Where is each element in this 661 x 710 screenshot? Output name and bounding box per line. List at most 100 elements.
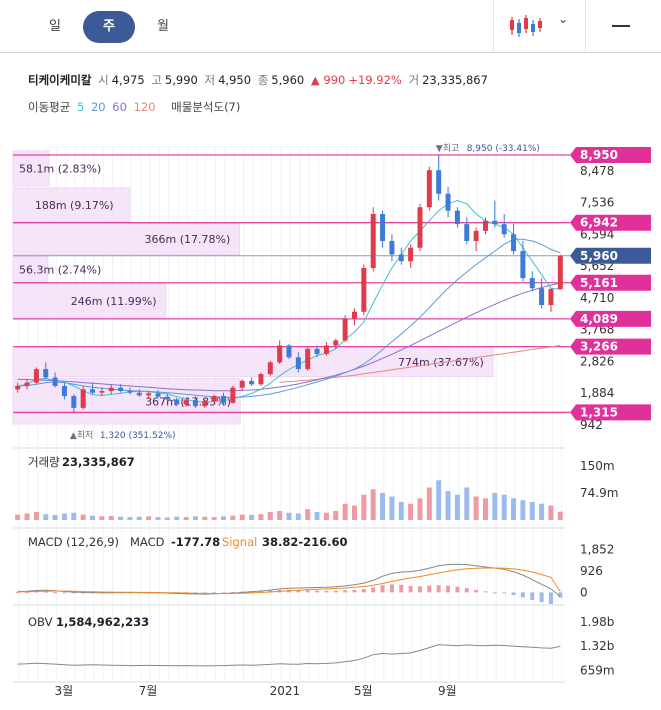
price-axis-tick: 6,594 <box>580 227 614 241</box>
macd-histogram-bar <box>417 586 422 593</box>
candle-body <box>314 348 320 354</box>
ma5-label: 5 <box>76 100 85 114</box>
tab-week[interactable]: 주 <box>83 11 135 43</box>
volume-bar <box>454 494 460 520</box>
candle-body <box>71 396 77 408</box>
candle-body <box>539 288 545 306</box>
volume-bar <box>211 517 217 520</box>
indicator-row: 이동평균 5 20 60 120 매물분석도(7) <box>28 99 243 115</box>
volume-bar <box>230 515 236 520</box>
candle-body <box>464 224 470 241</box>
macd-histogram-bar <box>530 592 535 601</box>
macd-histogram-bar <box>53 592 58 594</box>
volume-bar <box>71 512 77 520</box>
volume-bar <box>445 491 451 520</box>
candle-body <box>454 210 460 225</box>
volume-profile-label: 188m (9.17%) <box>35 199 114 212</box>
open-label: 시 <box>98 73 109 87</box>
volume-bar <box>314 512 320 520</box>
candle-body <box>80 389 86 408</box>
chevron-down-icon[interactable]: ⌄ <box>558 12 569 26</box>
candle-body <box>511 234 517 252</box>
price-info-row: 티케이케미칼 시 4,975 고 5,990 저 4,950 종 5,960 ▲ 990… <box>28 72 491 88</box>
volume-bar <box>342 503 348 520</box>
candle-body <box>15 385 21 390</box>
candle-body <box>136 392 142 396</box>
toolbar-divider <box>493 0 494 52</box>
volume-profile-bar <box>12 256 49 283</box>
ma-label[interactable]: 이동평균 <box>28 100 71 114</box>
volume-bar <box>548 505 554 520</box>
candle-body <box>118 387 124 392</box>
price-axis-tick: 8,478 <box>580 164 614 178</box>
candle-body <box>323 345 329 354</box>
menu-icon[interactable] <box>612 25 630 27</box>
candle-body <box>361 267 367 312</box>
volume-bar <box>118 516 124 520</box>
tab-month[interactable]: 월 <box>157 19 169 34</box>
macd-label: MACD <box>130 535 165 549</box>
price-tag-text: 3,266 <box>580 340 618 354</box>
candle-body <box>183 400 189 405</box>
volume-bar <box>192 516 198 520</box>
macd-histogram-bar <box>474 589 479 593</box>
volume-bar <box>52 514 58 520</box>
x-axis-tick: 9월 <box>438 684 457 698</box>
top-toolbar: 일 주 월 ⌄ <box>0 0 661 53</box>
price-axis-tick: 4,710 <box>580 291 614 305</box>
macd-histogram-bar <box>15 591 20 593</box>
volume-bar <box>361 494 367 520</box>
volume-profile-label[interactable]: 매물분석도(7) <box>171 100 241 114</box>
volume-bar <box>99 516 105 520</box>
macd-histogram-bar <box>502 592 507 594</box>
volume-title-value: 23,335,867 <box>62 455 135 469</box>
volume-bar <box>43 514 49 520</box>
macd-histogram-bar <box>389 584 394 593</box>
price-axis-tick: 1,884 <box>580 386 614 400</box>
candle-body <box>417 207 423 248</box>
price-tag-badge <box>570 310 651 327</box>
obv-axis-tick: 1.98b <box>580 615 614 629</box>
candlestick-chart-type-icon[interactable] <box>508 14 544 38</box>
candle-body <box>520 251 526 279</box>
candle-body <box>192 400 198 407</box>
volume-bar <box>389 496 395 520</box>
volume-bar <box>351 505 357 520</box>
volume-axis-tick: 74.9m <box>580 486 618 500</box>
price-tag-text: 1,315 <box>580 405 618 419</box>
candle-body <box>127 391 133 393</box>
volume-bar <box>370 489 376 520</box>
candle-body <box>24 382 30 386</box>
volume-bar <box>557 511 563 520</box>
volume-profile-bar <box>12 347 494 378</box>
tab-day[interactable]: 일 <box>49 19 61 34</box>
ma20-line <box>17 238 561 398</box>
volume-bar <box>380 492 386 520</box>
macd-histogram-bar <box>268 590 273 593</box>
ma5-line <box>17 199 561 403</box>
price-tag-text: 5,161 <box>580 276 618 290</box>
volume-profile-label: 56.3m (2.74%) <box>19 263 101 276</box>
volume-bar <box>511 498 517 520</box>
macd-histogram-bar <box>202 592 207 594</box>
volume-bar <box>436 480 442 520</box>
candle-body <box>445 193 451 211</box>
macd-histogram-bar <box>43 591 48 593</box>
ma60-label: 60 <box>112 100 127 114</box>
volume-axis-tick: 150m <box>580 459 615 473</box>
volume-profile-bar <box>12 150 50 187</box>
volume-title: 거래량 <box>28 455 60 469</box>
macd-histogram-bar <box>315 590 320 593</box>
candle-body <box>211 396 217 402</box>
obv-axis-tick: 659m <box>580 663 615 677</box>
macd-histogram-bar <box>62 592 67 594</box>
ma120-line <box>279 345 561 383</box>
macd-histogram-bar <box>427 585 432 593</box>
price-tag-text: 6,942 <box>580 216 618 230</box>
high-label: 고 <box>151 73 162 87</box>
candle-body <box>398 254 404 262</box>
volume-bar <box>464 487 470 520</box>
low-label: 저 <box>204 73 216 87</box>
price-tag-badge <box>570 247 651 264</box>
